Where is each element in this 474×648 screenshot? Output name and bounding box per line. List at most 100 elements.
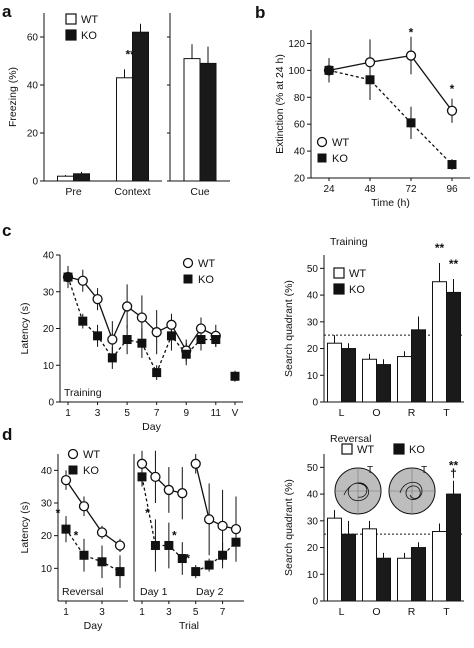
significance-mark: * [145,506,150,520]
wt-point [107,334,118,345]
bar-ko [341,533,356,602]
x-tick-label: 5 [193,607,199,618]
ko-point [406,118,416,128]
significance-mark: * [172,529,177,543]
y-tick-label: 30 [307,317,319,328]
y-tick-label: 20 [27,129,39,140]
chart-note: Reversal [62,586,103,598]
significance-mark: * [450,82,455,96]
ko-point [122,335,132,345]
bar-wt [57,175,74,182]
bar-ko [411,329,426,403]
x-tick-label: L [339,606,345,618]
wt-point [195,323,207,334]
x-tick-label: Pre [65,186,82,198]
wt-point [60,474,72,486]
ko-point [191,567,201,577]
bar-ko [132,31,149,182]
ko-point [211,335,221,345]
y-tick-label: 20 [307,344,319,355]
x-tick-label: R [408,606,416,618]
wt-point [96,527,108,538]
bar-wt [432,281,447,403]
ko-point [115,567,125,577]
x-tick-label: 72 [405,184,417,195]
x-axis-label: Time (h) [371,197,410,209]
y-tick-label: 30 [307,516,319,527]
wt-point [163,484,175,496]
wt-point [136,458,148,469]
bar-wt [397,356,412,403]
x-tick-label: 1 [139,607,145,618]
chart-c1: 0 10 20 30 40 Latency (s) 1 3 5 7 9 11 V Day [19,251,243,433]
y-tick-label: 20 [41,531,53,542]
wt-point [446,105,458,116]
ko-point [196,335,206,345]
wt-point [151,327,162,338]
y-axis-label: Latency (s) [19,303,31,355]
wt-point [177,488,188,499]
chart-d3: 0 10 20 30 40 50 Search quadrant (%) L O R T **† Rev… [283,433,464,618]
ko-line [65,528,121,573]
bar-ko [376,557,391,602]
x-tick-label: 3 [95,408,101,419]
legend-label: KO [332,153,348,165]
significance-mark: ** [449,257,459,271]
legend-label: WT [349,268,366,280]
x-tick-label: 1 [63,607,69,618]
y-tick-label: 40 [307,291,319,302]
ko-point [79,550,89,560]
bar-ko [73,173,90,182]
x-tick-label: 3 [166,607,172,618]
ko-point [152,368,162,378]
ko-point [177,554,187,564]
y-tick-label: 40 [307,490,319,501]
target-label: T [421,465,427,476]
y-tick-label: 60 [294,120,306,131]
chart-a2: Cue [169,13,230,198]
y-axis-label: Search quadrant (%) [283,479,295,576]
x-tick-label: 5 [124,408,130,419]
legend-label: WT [83,449,100,461]
y-tick-label: 20 [43,324,55,335]
x-axis-label: Day [84,620,103,632]
y-tick-label: 0 [32,177,38,188]
significance-mark: * [74,529,79,543]
wt-line [195,463,237,530]
panel-label-c: c [2,221,11,240]
chart-d2: 1 3 5 7 Trial * * * [133,450,244,632]
ko-point [137,472,147,482]
y-axis-label: Latency (s) [19,502,31,554]
legend-ko-swatch [333,283,345,295]
x-tick-label: T [443,407,450,419]
wt-point [121,301,133,312]
x-tick-label: 24 [323,184,335,195]
x-tick-label: R [408,407,416,419]
ko-point [93,331,103,341]
x-axis-label: Day [142,421,161,433]
x-tick-label: L [339,407,345,419]
y-tick-label: 40 [294,147,306,158]
bar-wt [116,77,133,182]
legend-ko-swatch [393,443,405,455]
legend-label: KO [349,284,365,296]
y-tick-label: 40 [41,466,53,477]
significance-mark: ** [449,459,459,473]
wt-point [166,319,177,330]
ko-point [183,274,193,284]
wt-line [65,479,121,546]
ko-point [204,560,214,570]
chart-c2: 0 10 20 30 40 50 Search quadrant (%) L O R T ** ** Tr… [283,236,464,419]
x-tick-label: O [372,407,380,419]
wt-point [405,50,417,61]
chart-title: Reversal [330,433,371,445]
bar-wt [397,557,412,602]
y-tick-label: 10 [41,564,53,575]
y-tick-label: 50 [307,463,319,474]
ko-point [218,550,228,560]
ko-point [230,371,240,381]
y-tick-label: 10 [43,361,55,372]
target-label: T [367,465,373,476]
ko-point [166,331,176,341]
